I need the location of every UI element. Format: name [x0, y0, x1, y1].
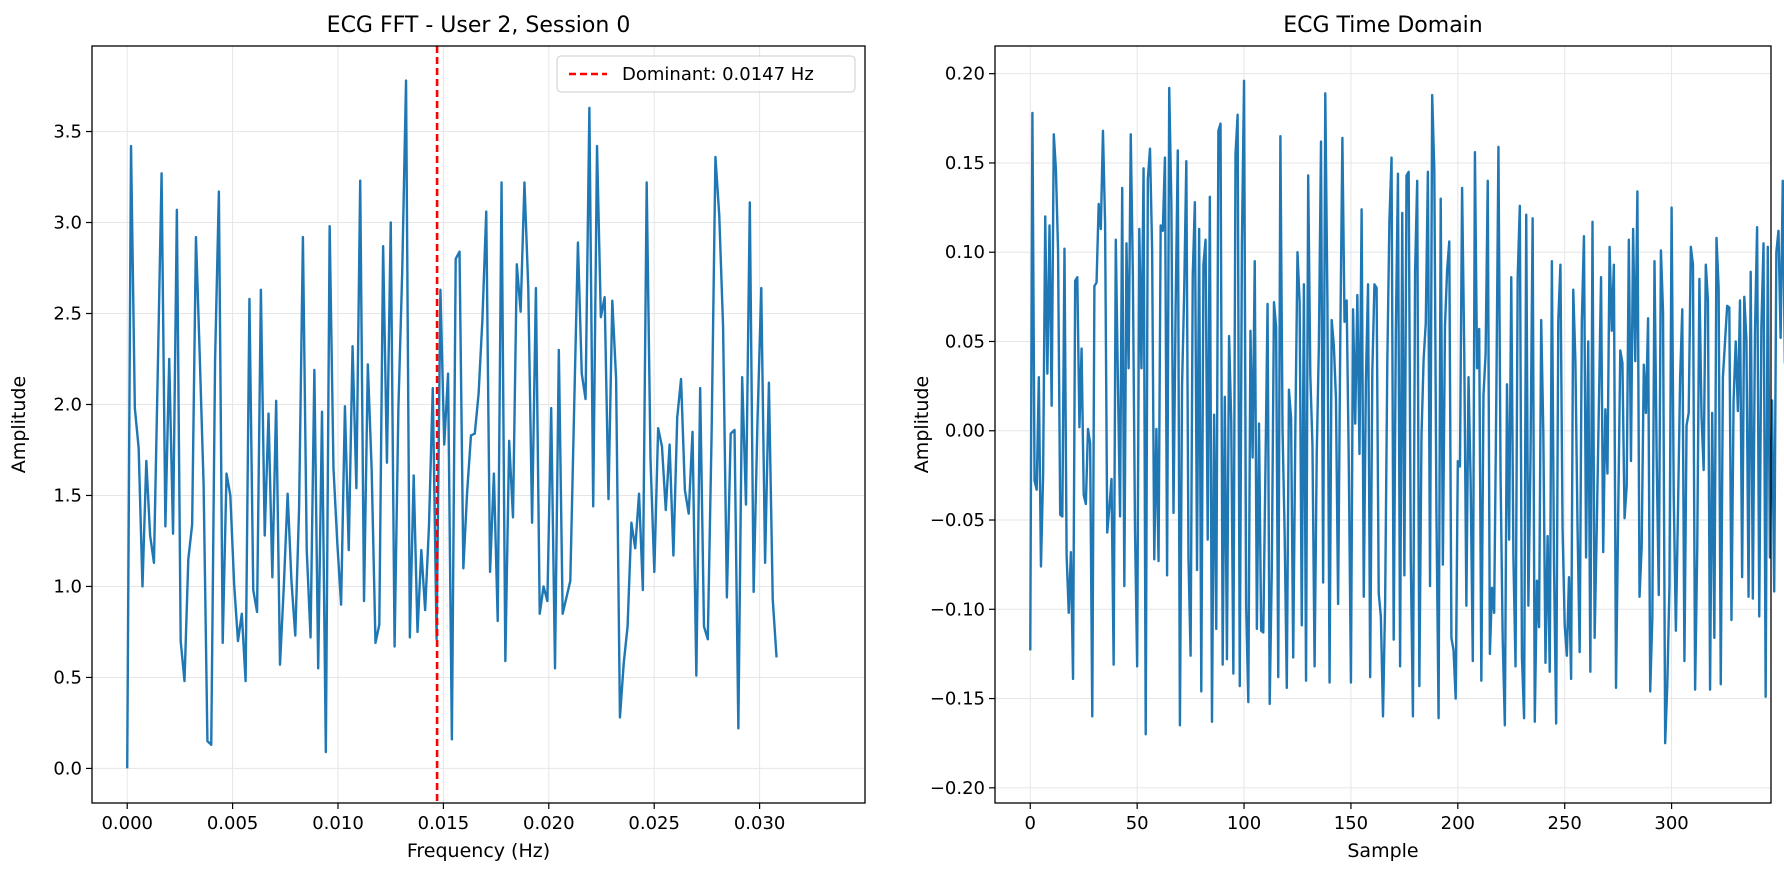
- fft-y-axis-label: Amplitude: [8, 376, 30, 473]
- time-ticks: 0 50 100 150 200 250 300 −0.20 −0.15 −0.10 −0.05 0.…: [930, 64, 1689, 834]
- fft-x-axis-label: Frequency (Hz): [407, 840, 550, 862]
- fft-x-tick-label: 0.010: [312, 813, 364, 834]
- time-x-tick-label: 250: [1548, 813, 1582, 834]
- fft-x-tick-label: 0.015: [418, 813, 470, 834]
- fft-x-tick-label: 0.000: [101, 813, 153, 834]
- fft-x-tick-label: 0.025: [628, 813, 680, 834]
- fft-series: [126, 79, 778, 769]
- fft-chart-title: ECG FFT - User 2, Session 0: [327, 13, 631, 38]
- time-y-tick-label: 0.20: [945, 64, 985, 85]
- fft-y-tick-label: 0.5: [53, 667, 82, 688]
- fft-y-tick-label: 0.0: [53, 758, 82, 779]
- fft-x-tick-label: 0.005: [207, 813, 259, 834]
- fft-y-tick-label: 2.0: [53, 394, 82, 415]
- time-series: [1029, 79, 1784, 745]
- fft-series-line: [126, 79, 778, 769]
- fft-x-tick-label: 0.020: [523, 813, 575, 834]
- fft-ticks: 0.000 0.005 0.010 0.015 0.020 0.025 0.030 0.0 0.…: [53, 122, 785, 834]
- time-y-tick-label: −0.05: [930, 510, 985, 531]
- fft-axes-frame: [91, 45, 866, 804]
- time-x-tick-label: 100: [1227, 813, 1261, 834]
- time-y-tick-label: −0.20: [930, 778, 985, 799]
- time-series-line: [1029, 79, 1784, 745]
- time-x-tick-label: 150: [1334, 813, 1368, 834]
- time-x-tick-label: 0: [1025, 813, 1036, 834]
- fft-y-tick-label: 1.5: [53, 485, 82, 506]
- fft-y-tick-label: 3.5: [53, 122, 82, 143]
- fft-y-tick-label: 3.0: [53, 213, 82, 234]
- time-x-tick-label: 200: [1441, 813, 1475, 834]
- fft-x-tick-label: 0.030: [734, 813, 786, 834]
- time-y-tick-label: 0.10: [945, 242, 985, 263]
- fft-chart-panel: 0.000 0.005 0.010 0.015 0.020 0.025 0.030 0.0 0.…: [8, 13, 866, 862]
- time-y-tick-label: 0.15: [945, 153, 985, 174]
- fft-y-tick-label: 1.0: [53, 576, 82, 597]
- fft-y-tick-label: 2.5: [53, 303, 82, 324]
- time-x-tick-label: 300: [1654, 813, 1688, 834]
- time-x-tick-label: 50: [1126, 813, 1149, 834]
- time-y-tick-label: −0.10: [930, 599, 985, 620]
- fft-legend: Dominant: 0.0147 Hz: [556, 55, 856, 93]
- time-x-axis-label: Sample: [1347, 840, 1418, 862]
- time-y-axis-label: Amplitude: [911, 376, 933, 473]
- time-axes-frame: [994, 45, 1772, 804]
- fft-legend-box: [556, 55, 856, 93]
- time-y-tick-label: −0.15: [930, 689, 985, 710]
- fft-legend-label: Dominant: 0.0147 Hz: [622, 64, 814, 85]
- time-chart-title: ECG Time Domain: [1283, 13, 1483, 38]
- time-y-tick-label: 0.00: [945, 421, 985, 442]
- time-domain-chart-panel: 0 50 100 150 200 250 300 −0.20 −0.15 −0.10 −0.05 0.…: [911, 13, 1784, 862]
- time-y-tick-label: 0.05: [945, 331, 985, 352]
